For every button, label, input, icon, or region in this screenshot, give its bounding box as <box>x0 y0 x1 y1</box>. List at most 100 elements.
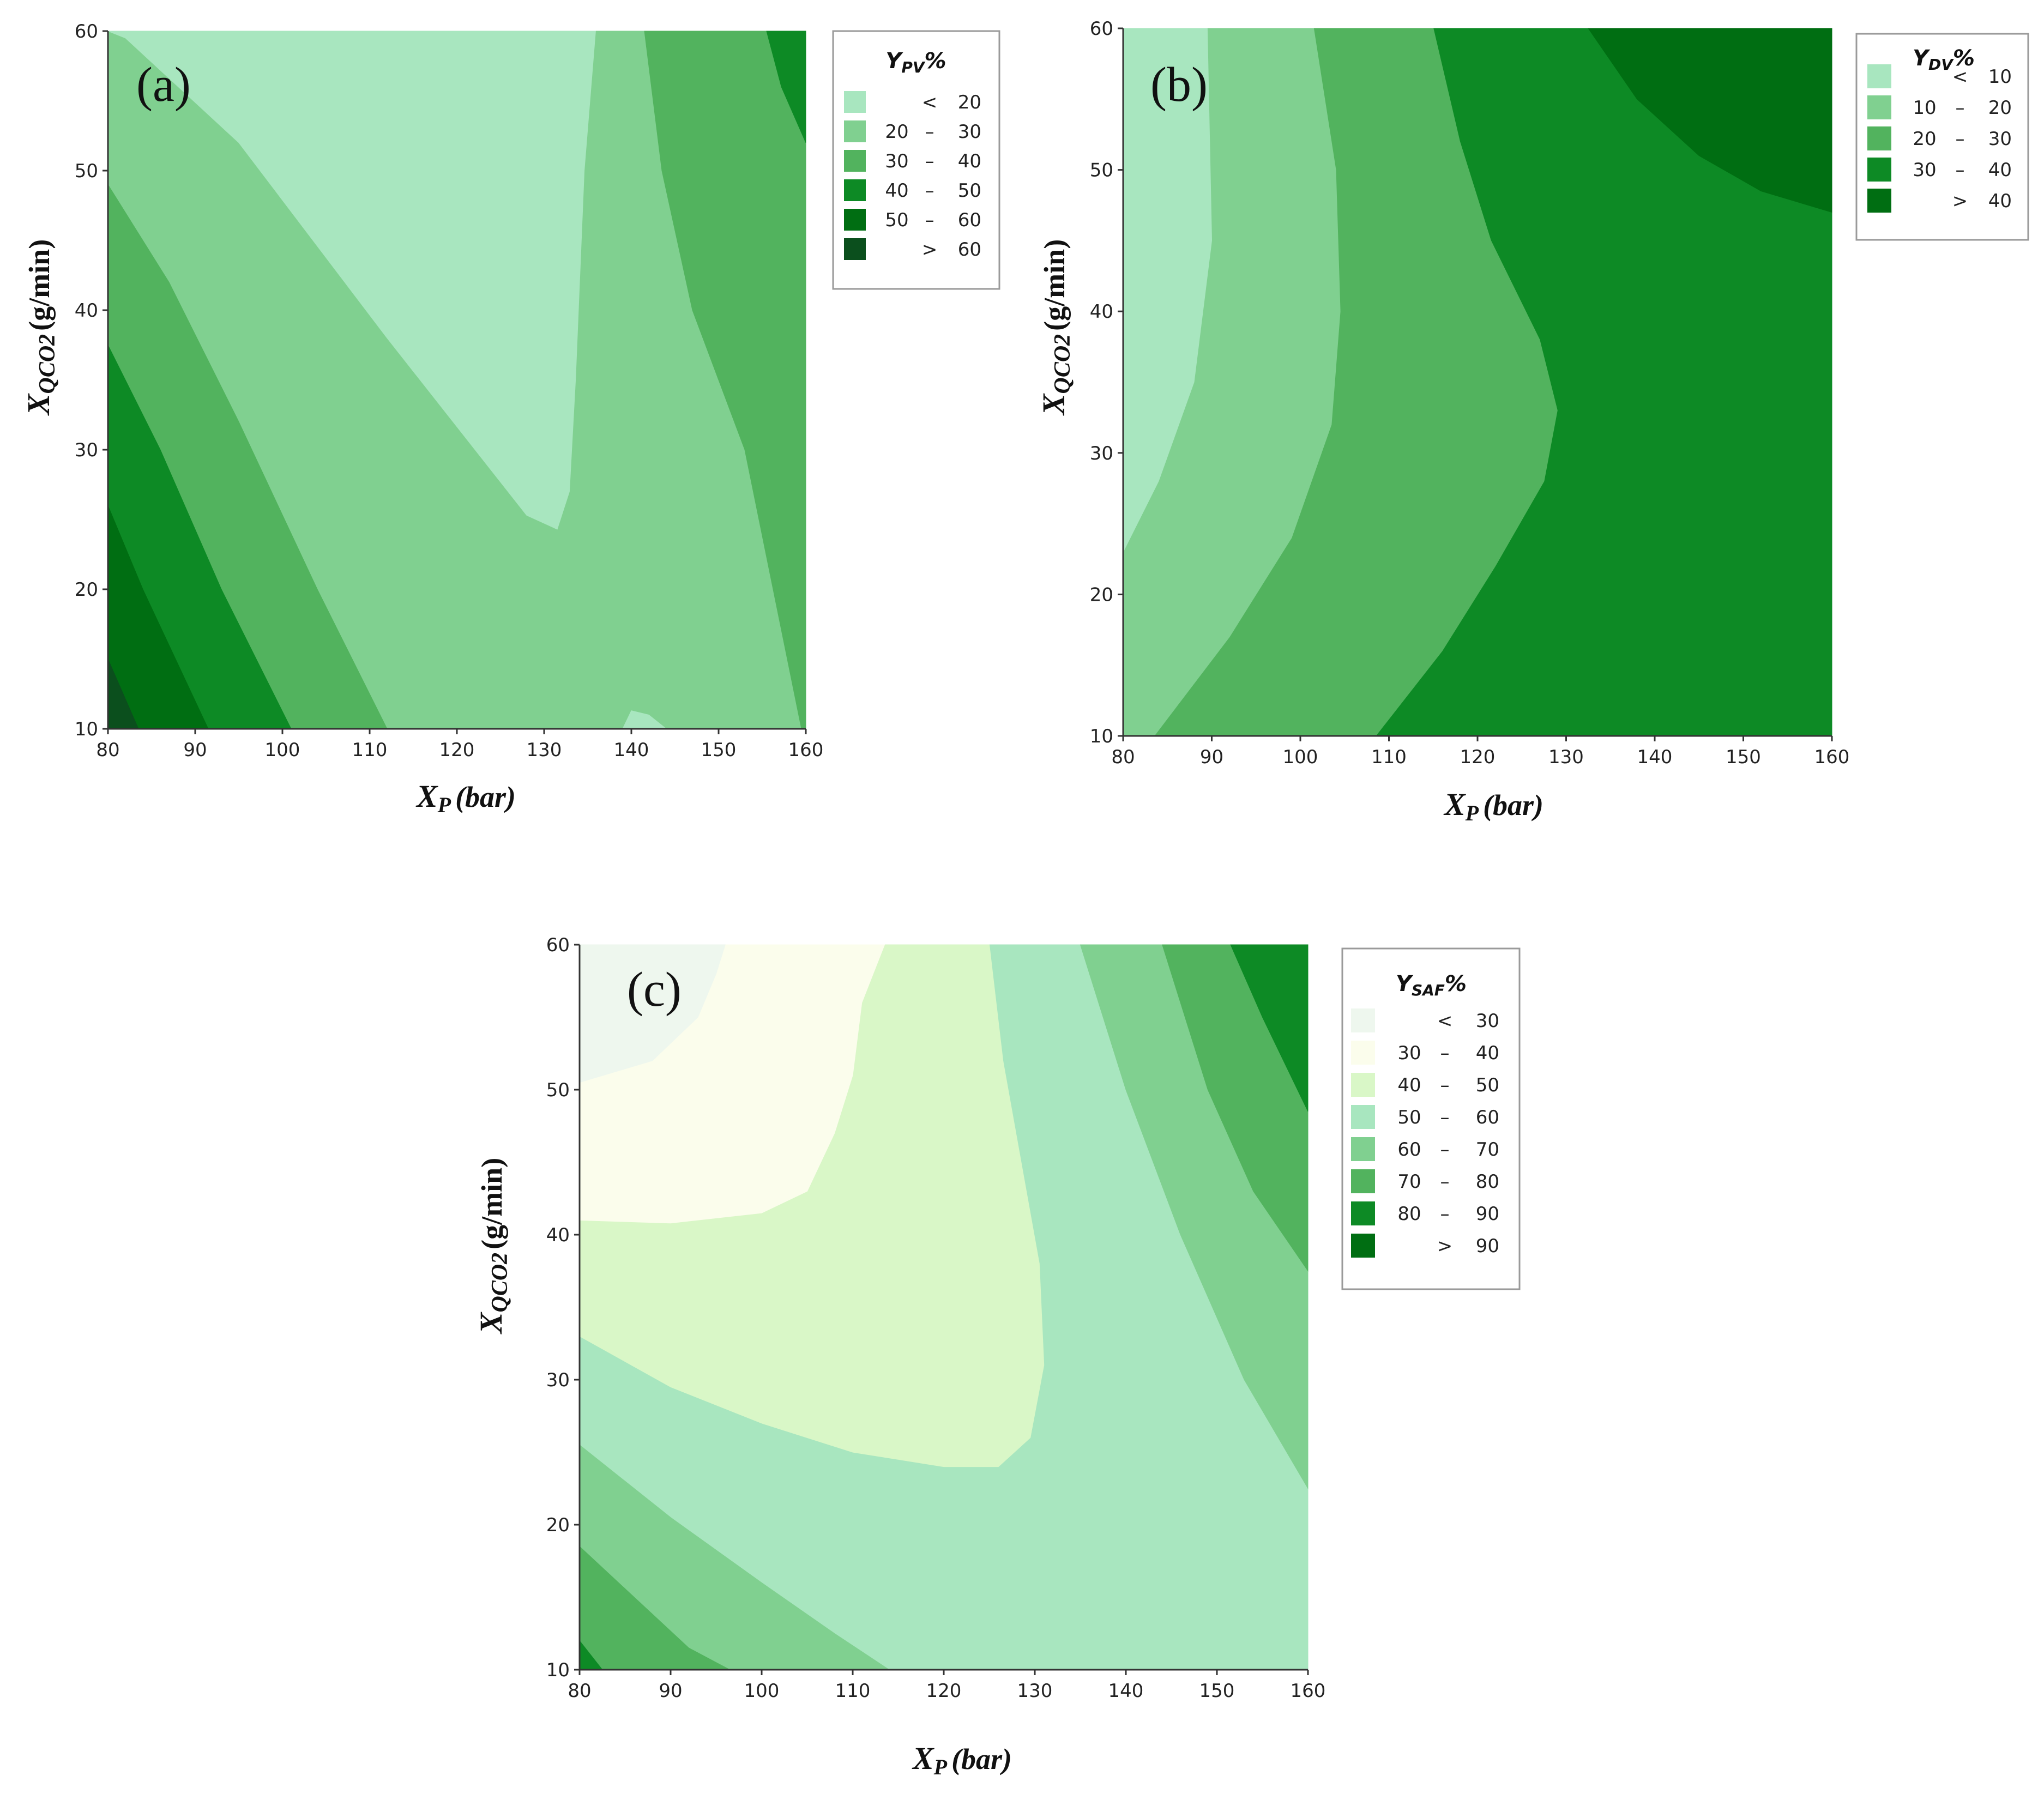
panel-c-legend-op: – <box>1440 1203 1450 1225</box>
panel-c-legend-op: > <box>1437 1235 1453 1257</box>
panel-a-legend-item: 50– 60 <box>844 209 981 231</box>
panel-c-legend-high: 60 <box>1476 1107 1499 1128</box>
panel-b-y-ticks: 10 20 30 40 50 60 <box>1090 18 1123 747</box>
panel-c-legend-swatch <box>1351 1105 1375 1129</box>
panel-b-legend-low: 10 <box>1913 97 1936 119</box>
panel-a-x-tick-label: 110 <box>352 739 388 761</box>
panel-c-legend-swatch <box>1351 1169 1375 1193</box>
panel-a-legend-op: – <box>925 150 934 172</box>
panel-c-legend-high: 90 <box>1476 1235 1499 1257</box>
panel-b: (b) 80 90 100 110 120 130 140 150 160 10 20 30 40 50… <box>1036 18 2029 825</box>
panel-c-legend-swatch <box>1351 1234 1375 1258</box>
panel-c-legend-high: 30 <box>1476 1010 1499 1032</box>
panel-c-y-tick-label: 10 <box>546 1659 570 1681</box>
panel-b-legend-swatch <box>1867 95 1891 119</box>
panel-a-x-tick-label: 130 <box>527 739 562 761</box>
panel-c-legend-high: 40 <box>1476 1042 1499 1064</box>
panel-a-legend-high: 50 <box>958 180 981 202</box>
panel-c-x-axis-label: XP (bar) <box>912 1741 1012 1779</box>
panel-a-x-tick-label: 90 <box>183 739 207 761</box>
panel-c-x-tick-label: 150 <box>1199 1680 1235 1702</box>
panel-c-x-tick-label: 100 <box>744 1680 780 1702</box>
panel-a-x-tick-label: 160 <box>788 739 824 761</box>
panel-c-y-tick-label: 20 <box>546 1514 570 1536</box>
panel-b-legend-high: 10 <box>1988 66 2012 88</box>
panel-b-legend-title: YDV% <box>1913 46 1975 74</box>
panel-c-legend-op: < <box>1437 1010 1453 1032</box>
panel-b-legend-swatch <box>1867 189 1891 213</box>
panel-c-legend-item: 70– 80 <box>1351 1169 1499 1193</box>
panel-c-y-tick-label: 50 <box>546 1079 570 1101</box>
panel-a-legend-swatch <box>844 150 866 172</box>
panel-c-legend-item: 60– 70 <box>1351 1137 1499 1161</box>
panel-a-y-tick-label: 20 <box>75 579 98 601</box>
panel-c-label: (c) <box>627 963 682 1017</box>
panel-b-legend-op: < <box>1952 66 1968 88</box>
panel-b-legend-op: – <box>1956 128 1965 150</box>
panel-a-y-tick-label: 60 <box>75 21 98 43</box>
panel-c-legend-high: 70 <box>1476 1139 1499 1161</box>
panel-c-y-axis-label: XQCO2(g/min) <box>473 1158 512 1334</box>
panel-b-y-tick-label: 50 <box>1090 160 1113 182</box>
panel-b-legend-high: 20 <box>1988 97 2012 119</box>
panel-a-legend-low: 30 <box>885 150 908 172</box>
panel-a-legend-high: 30 <box>958 121 981 143</box>
panel-c-legend-low: 60 <box>1397 1139 1421 1161</box>
panel-b-legend-swatch <box>1867 64 1891 88</box>
panel-b-legend-op: > <box>1952 190 1968 212</box>
panel-a-x-tick-label: 120 <box>439 739 475 761</box>
panel-a-legend-op: – <box>925 209 934 231</box>
panel-c: (c) 80 90 100 110 120 130 140 150 160 10 20 30 40 50… <box>473 934 1521 1779</box>
panel-c-x-ticks: 80 90 100 110 120 130 140 150 160 <box>568 1670 1325 1702</box>
panel-b-legend-item: <10 <box>1867 64 2012 88</box>
panel-a-legend-title: YPV% <box>885 49 946 76</box>
panel-a-legend-low: 50 <box>885 209 908 231</box>
panel-b-x-tick-label: 90 <box>1200 746 1223 768</box>
panel-c-legend-low: 80 <box>1397 1203 1421 1225</box>
panel-a-legend-swatch <box>844 238 866 260</box>
panel-a-y-axis-label: XQCO2(g/min) <box>21 239 60 416</box>
panel-a-legend-item: <20 <box>844 91 981 113</box>
panel-b-legend-swatch <box>1867 126 1891 150</box>
panel-a-y-tick-label: 30 <box>75 439 98 461</box>
panel-a-y-tick-label: 40 <box>75 300 98 322</box>
panel-b-legend-low: 30 <box>1913 159 1936 181</box>
panel-c-x-tick-label: 120 <box>926 1680 962 1702</box>
panel-a-legend-high: 20 <box>958 92 981 113</box>
panel-b-legend-item: 10– 20 <box>1867 95 2012 119</box>
panel-a-plot-area <box>107 31 806 730</box>
panel-b-y-axis-label: XQCO2(g/min) <box>1036 239 1075 416</box>
panel-c-legend-title: YSAF% <box>1396 971 1467 999</box>
panel-c-legend-item: <30 <box>1351 1008 1499 1032</box>
panel-a-x-ticks: 80 90 100 110 120 130 140 150 160 <box>96 729 823 761</box>
panel-a-legend-high: 60 <box>958 209 981 231</box>
panel-b-x-tick-label: 160 <box>1814 746 1850 768</box>
panel-c-legend-op: – <box>1440 1107 1450 1128</box>
panel-c-plot-area <box>578 944 1309 1671</box>
panel-b-x-tick-label: 140 <box>1637 746 1673 768</box>
panel-b-legend-item: 30– 40 <box>1867 158 2012 182</box>
panel-a-legend-swatch <box>844 91 866 113</box>
panel-a-x-tick-label: 140 <box>614 739 649 761</box>
panel-c-x-tick-label: 90 <box>659 1680 682 1702</box>
panel-a-legend-op: < <box>922 92 938 113</box>
panel-c-x-tick-label: 130 <box>1017 1680 1053 1702</box>
panel-c-legend-item: >90 <box>1351 1234 1499 1258</box>
panel-a-legend-item: 30– 40 <box>844 150 981 172</box>
panel-c-legend-op: – <box>1440 1139 1450 1161</box>
panel-a-legend-low: 40 <box>885 180 908 202</box>
panel-c-legend-high: 50 <box>1476 1074 1499 1096</box>
panel-b-legend-op: – <box>1956 159 1965 181</box>
panel-c-legend-item: 30– 40 <box>1351 1041 1499 1065</box>
panel-b-legend-low: 20 <box>1913 128 1936 150</box>
panel-a-x-tick-label: 150 <box>701 739 737 761</box>
panel-c-legend-item: 80– 90 <box>1351 1201 1499 1225</box>
panel-a-legend-op: > <box>922 239 938 261</box>
panel-c-region-9 <box>1230 944 1309 1112</box>
panel-a-x-tick-label: 80 <box>96 739 119 761</box>
panel-b-x-axis-label: XP (bar) <box>1443 787 1543 825</box>
